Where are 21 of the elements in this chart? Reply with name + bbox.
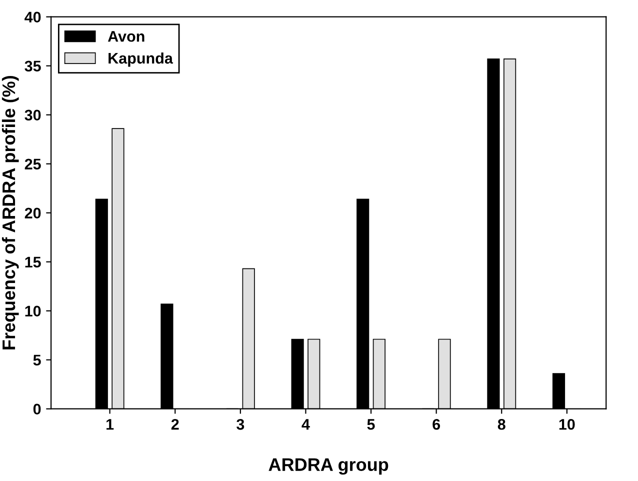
y-tick-label: 35 [24, 60, 41, 72]
x-tick-label: 8 [498, 418, 506, 430]
y-tick-label: 25 [24, 158, 41, 170]
x-tick-label: 5 [367, 419, 375, 430]
x-tick-label: 10 [559, 418, 575, 430]
y-tick-label: 0 [33, 404, 41, 415]
y-tick-label: 30 [24, 110, 41, 121]
y-tick-label: 20 [24, 208, 41, 219]
x-tick-label: 1 [106, 419, 114, 430]
x-tick-label: 2 [171, 418, 179, 430]
y-tick-label: 5 [33, 354, 41, 366]
x-axis-title: ARDRA group [268, 458, 388, 475]
y-tick-label: 40 [24, 12, 41, 23]
y-tick-label: 10 [25, 306, 41, 317]
legend-label: Avon [108, 31, 144, 42]
legend-label: Kapunda [108, 52, 174, 67]
x-tick-label: 6 [432, 418, 440, 430]
y-tick-label: 15 [25, 256, 41, 268]
x-tick-label: 3 [236, 418, 244, 430]
y-axis-title: Frequency of ARDRA profile (%) [2, 76, 19, 350]
x-tick-label: 4 [302, 419, 310, 430]
